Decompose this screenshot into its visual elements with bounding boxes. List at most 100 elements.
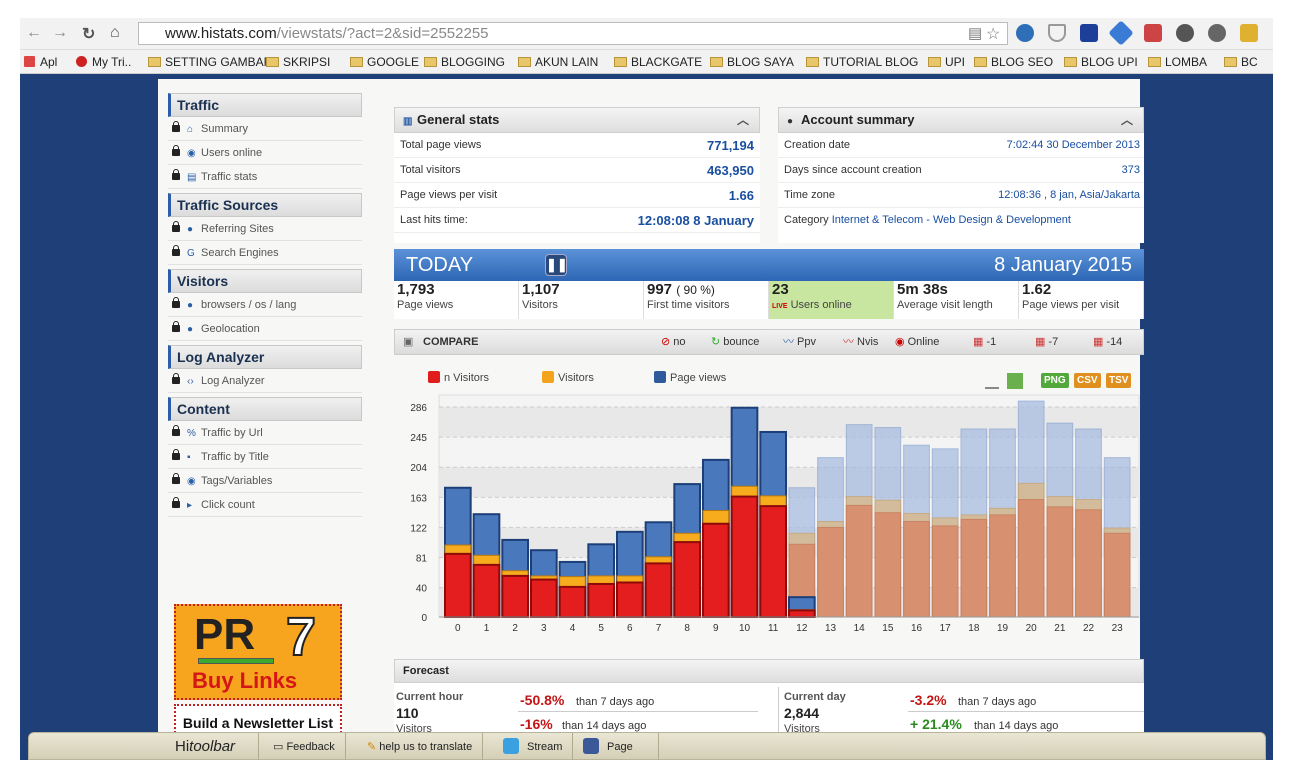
today-stat[interactable]: 1.62 Page views per visit: [1019, 281, 1144, 319]
bookmark-item[interactable]: My Tri..: [76, 55, 131, 69]
feedback-button[interactable]: ▭ Feedback: [269, 733, 346, 760]
sidebar-item[interactable]: ◉ Tags/Variables: [168, 469, 362, 493]
star-icon[interactable]: ☆: [986, 26, 1001, 43]
sidebar-item[interactable]: ▸ Click count: [168, 493, 362, 517]
sidebar-item[interactable]: ◉ Users online: [168, 141, 362, 165]
compare-online-button[interactable]: ◉ Online: [895, 330, 939, 354]
sidebar-item[interactable]: ● browsers / os / lang: [168, 293, 362, 317]
bar-nvisitors[interactable]: [673, 541, 702, 618]
bar-nvisitors-comparison[interactable]: [1046, 506, 1074, 618]
bar-nvisitors[interactable]: [444, 552, 472, 619]
bar-nvisitors[interactable]: [702, 522, 730, 618]
today-stat[interactable]: 1,793 Page views: [394, 281, 519, 319]
sidebar-section-title[interactable]: Visitors: [168, 269, 362, 293]
reload-icon[interactable]: ↻: [82, 26, 96, 43]
bar-nvisitors-comparison[interactable]: [845, 504, 873, 618]
bookmark-item[interactable]: TUTORIAL BLOG: [806, 55, 918, 69]
bookmark-item[interactable]: SETTING GAMBAR: [148, 55, 272, 69]
compare-day-1-button[interactable]: ▦ -1: [973, 330, 996, 354]
bar-nvisitors-comparison[interactable]: [960, 518, 988, 618]
sidebar-section-title[interactable]: Traffic Sources: [168, 193, 362, 217]
account-summary-header[interactable]: ● Account summary ︿: [778, 107, 1144, 133]
legend-item[interactable]: Page views: [654, 371, 726, 384]
bookmark-item[interactable]: Apl: [24, 55, 57, 69]
bar-nvisitors[interactable]: [759, 505, 788, 618]
sidebar-section-title[interactable]: Traffic: [168, 93, 362, 117]
stream-button[interactable]: Stream: [499, 733, 574, 760]
today-stat[interactable]: 23 LIVE Users online: [769, 281, 894, 319]
back-icon[interactable]: ←: [26, 24, 42, 41]
extension-icon[interactable]: [1080, 24, 1098, 42]
page-button[interactable]: Page: [579, 733, 659, 760]
today-stat[interactable]: 1,107 Visitors: [519, 281, 644, 319]
today-stat[interactable]: 5m 38s Average visit length: [894, 281, 1019, 319]
compare-nvis-button[interactable]: 〰 Nvis: [843, 330, 878, 354]
sidebar-item[interactable]: ● Referring Sites: [168, 217, 362, 241]
extension-icon[interactable]: [1208, 24, 1226, 42]
collapse-icon[interactable]: ︿: [736, 113, 749, 127]
today-stat[interactable]: 997 ( 90 %) First time visitors: [644, 281, 769, 319]
bar-nvisitors-comparison[interactable]: [874, 512, 902, 618]
bar-nvisitors[interactable]: [558, 585, 587, 619]
compare-ppv-button[interactable]: 〰 Ppv: [783, 330, 816, 354]
bar-nvisitors-comparison[interactable]: [1017, 499, 1045, 618]
translate-icon[interactable]: ▤: [968, 25, 983, 42]
pr-ad-banner[interactable]: PR 7 Buy Links: [174, 604, 342, 700]
address-bar[interactable]: www.histats.com/viewstats/?act=2&sid=255…: [138, 22, 1008, 45]
home-icon[interactable]: ⌂: [110, 24, 120, 41]
bar-nvisitors-comparison[interactable]: [817, 526, 844, 618]
compare-day-7-button[interactable]: ▦ -7: [1035, 330, 1058, 354]
bar-nvisitors-comparison[interactable]: [931, 525, 959, 618]
bar-nvisitors-comparison[interactable]: [1103, 532, 1131, 618]
sidebar-item[interactable]: ● Geolocation: [168, 317, 362, 341]
forward-icon[interactable]: →: [52, 24, 68, 41]
bar-nvisitors[interactable]: [788, 609, 816, 618]
pause-icon[interactable]: ❚❚: [545, 254, 568, 276]
bar-nvisitors-comparison[interactable]: [989, 514, 1016, 618]
bookmark-item[interactable]: GOOGLE: [350, 55, 419, 69]
legend-item[interactable]: Visitors: [542, 371, 594, 384]
bar-nvisitors-comparison[interactable]: [1075, 509, 1102, 618]
category-link[interactable]: Internet & Telecom - Web Design & Develo…: [831, 214, 1071, 226]
translate-button[interactable]: ✎ help us to translate: [363, 733, 484, 760]
sidebar-item[interactable]: ‹› Log Analyzer: [168, 369, 362, 393]
sidebar-section-title[interactable]: Log Analyzer: [168, 345, 362, 369]
compare-no-button[interactable]: ⊘ no: [661, 330, 685, 354]
extension-icon[interactable]: [1108, 20, 1134, 46]
compare-bounce-button[interactable]: ↻ bounce: [711, 330, 759, 354]
bookmark-item[interactable]: BLACKGATE: [614, 55, 702, 69]
bookmark-item[interactable]: BC: [1224, 55, 1258, 69]
general-stats-header[interactable]: ▥ General stats ︿: [394, 107, 760, 133]
bar-nvisitors[interactable]: [530, 578, 558, 618]
bookmark-item[interactable]: BLOGGING: [424, 55, 505, 69]
download-icon[interactable]: [1144, 24, 1162, 42]
compare-day-14-button[interactable]: ▦ -14: [1093, 330, 1122, 354]
shield-icon[interactable]: [1048, 24, 1066, 42]
sidebar-section-title[interactable]: Content: [168, 397, 362, 421]
bookmark-item[interactable]: LOMBA: [1148, 55, 1207, 69]
bar-chart-icon[interactable]: [985, 375, 999, 389]
sidebar-item[interactable]: ▪ Traffic by Title: [168, 445, 362, 469]
legend-item[interactable]: n Visitors: [428, 371, 489, 384]
bar-nvisitors-comparison[interactable]: [903, 521, 930, 618]
sidebar-item[interactable]: ⌂ Summary: [168, 117, 362, 141]
bookmark-item[interactable]: SKRIPSI: [266, 55, 330, 69]
csv-export-button[interactable]: CSV: [1074, 373, 1101, 388]
area-chart-icon[interactable]: [1007, 373, 1023, 389]
bar-nvisitors[interactable]: [644, 562, 673, 619]
bookmark-item[interactable]: BLOG SAYA: [710, 55, 794, 69]
extension-icon[interactable]: [1240, 24, 1258, 42]
collapse-icon[interactable]: ︿: [1120, 113, 1133, 127]
sidebar-item[interactable]: G Search Engines: [168, 241, 362, 265]
extension-icon[interactable]: [1176, 24, 1194, 42]
bookmark-item[interactable]: AKUN LAIN: [518, 55, 598, 69]
bar-nvisitors[interactable]: [587, 582, 615, 618]
bookmark-item[interactable]: BLOG UPI: [1064, 55, 1138, 69]
tsv-export-button[interactable]: TSV: [1106, 373, 1132, 388]
bar-nvisitors[interactable]: [730, 495, 759, 618]
bookmark-item[interactable]: BLOG SEO: [974, 55, 1053, 69]
sidebar-item[interactable]: % Traffic by Url: [168, 421, 362, 445]
png-export-button[interactable]: PNG: [1041, 373, 1069, 388]
bookmark-item[interactable]: UPI: [928, 55, 965, 69]
extension-icon[interactable]: [1016, 24, 1034, 42]
